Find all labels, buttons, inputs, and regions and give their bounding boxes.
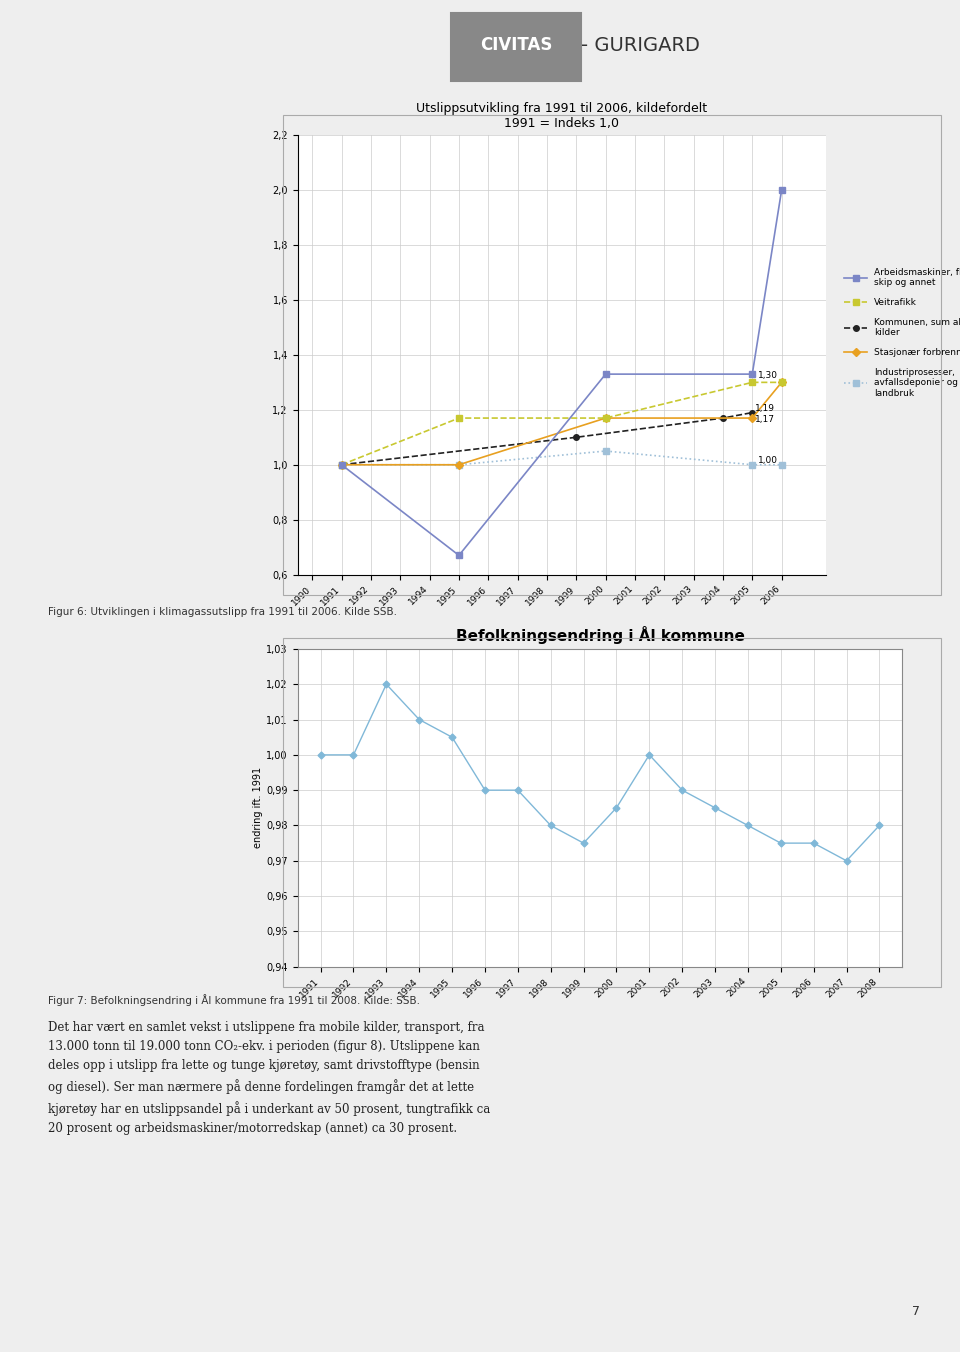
Text: 1,00: 1,00 [758,457,779,465]
Text: 1,17: 1,17 [756,415,775,425]
Title: Befolkningsendring i Ål kommune: Befolkningsendring i Ål kommune [456,626,744,644]
Text: CIVITAS: CIVITAS [480,37,553,54]
Text: Figur 7: Befolkningsendring i Ål kommune fra 1991 til 2008. Kilde: SSB.: Figur 7: Befolkningsendring i Ål kommune… [48,994,420,1006]
FancyBboxPatch shape [451,14,581,81]
Text: Figur 6: Utviklingen i klimagassutslipp fra 1991 til 2006. Kilde SSB.: Figur 6: Utviklingen i klimagassutslipp … [48,607,397,617]
Text: 7: 7 [912,1305,920,1318]
Legend: Arbeidsmaskiner, fly,
skip og annet, Veitrafikk, Kommunen, sum alle
kilder, Stas: Arbeidsmaskiner, fly, skip og annet, Vei… [841,265,960,402]
Title: Utslippsutvikling fra 1991 til 2006, kildefordelt
1991 = Indeks 1,0: Utslippsutvikling fra 1991 til 2006, kil… [416,101,708,130]
Text: 1,30: 1,30 [758,372,779,380]
Text: Det har vært en samlet vekst i utslippene fra mobile kilder, transport, fra
13.0: Det har vært en samlet vekst i utslippen… [48,1021,491,1134]
Text: 1,19: 1,19 [756,404,775,414]
Y-axis label: endring ift. 1991: endring ift. 1991 [253,767,263,849]
Text: - GURIGARD: - GURIGARD [581,37,700,55]
